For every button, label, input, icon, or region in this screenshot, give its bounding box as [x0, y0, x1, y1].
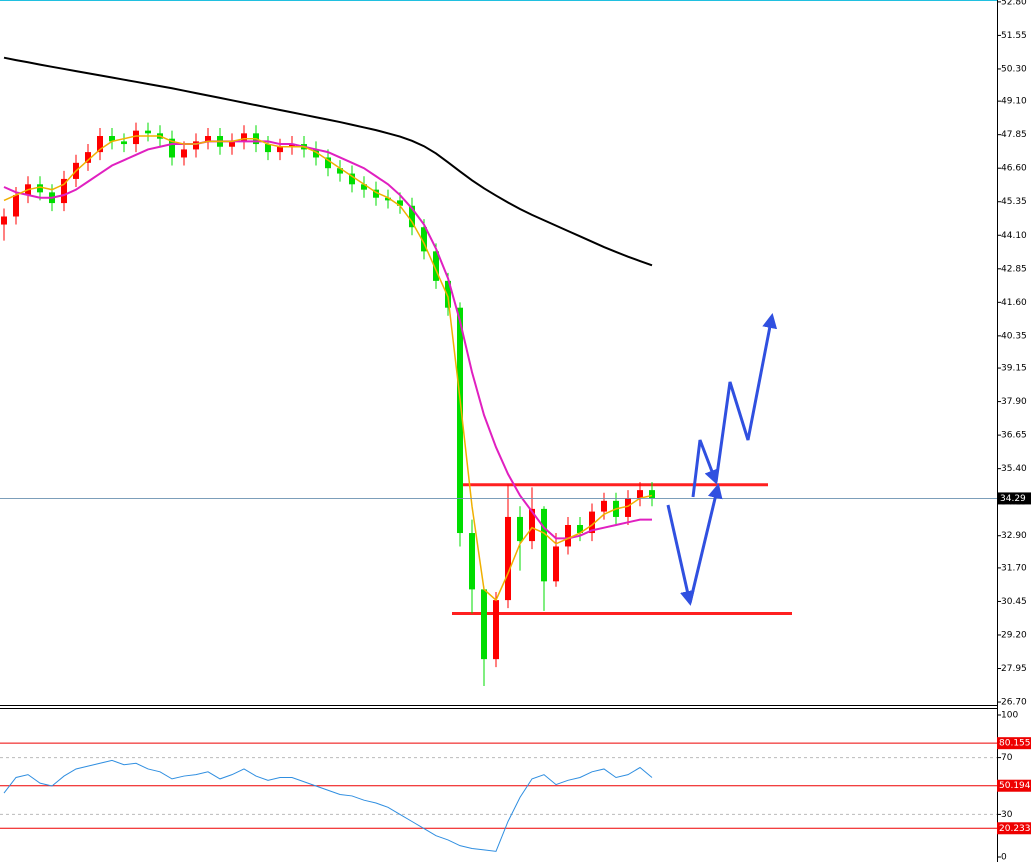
y-tick-label: 26.70	[1001, 698, 1027, 708]
arrow	[691, 439, 719, 498]
candle-body	[37, 184, 43, 193]
current-price-label: 34.29	[1000, 494, 1026, 504]
candle-body	[433, 251, 439, 281]
y-tick-label: 46.60	[1001, 164, 1027, 174]
level-label: 20.233	[999, 824, 1031, 834]
y-tick-label: 50.30	[1001, 64, 1027, 74]
level-label-box	[997, 822, 1031, 835]
y-tick-label: 31.70	[1001, 563, 1027, 573]
indicator-line	[3, 140, 652, 540]
indicator-line	[3, 135, 653, 602]
y-tick-label: 45.35	[1001, 197, 1027, 207]
candle-body	[97, 136, 103, 153]
y-tick-label: 30	[1001, 810, 1013, 820]
candle-body	[385, 197, 391, 201]
price-label-box	[997, 492, 1031, 505]
candle-body	[625, 498, 631, 517]
candle-body	[289, 144, 295, 147]
candle-body	[517, 516, 523, 542]
indicator-line	[3, 759, 653, 852]
y-tick-label: 52.80	[1001, 0, 1027, 7]
arrow	[666, 504, 695, 606]
y-tick-label: 44.10	[1001, 231, 1027, 241]
candle-body	[337, 168, 343, 174]
candle-body	[193, 141, 199, 150]
candle-body	[373, 189, 379, 198]
candle-body	[469, 533, 475, 590]
candle-body	[277, 146, 283, 153]
candle-body	[61, 178, 67, 204]
y-tick-label: 27.95	[1001, 664, 1027, 674]
candle-body	[109, 136, 115, 142]
arrow	[688, 483, 723, 604]
candle-body	[649, 490, 655, 499]
candle-body	[133, 130, 139, 145]
candle-body	[457, 307, 463, 534]
y-tick-label: 41.60	[1001, 298, 1027, 308]
candle-body	[481, 589, 487, 660]
y-tick-label: 32.90	[1001, 531, 1027, 541]
candle-body	[589, 511, 595, 534]
y-tick-label: 36.65	[1001, 431, 1027, 441]
candle-body	[577, 524, 583, 534]
level-label-box	[997, 737, 1031, 750]
candle-body	[169, 138, 175, 158]
y-tick-label: 70	[1001, 753, 1013, 763]
candle-body	[601, 500, 607, 512]
candle-body	[181, 149, 187, 158]
candle-body	[241, 133, 247, 142]
candle-body	[349, 173, 355, 185]
candle-body	[445, 280, 451, 308]
candle-body	[1, 216, 7, 225]
y-tick-label: 39.15	[1001, 364, 1027, 374]
indicator-line	[3, 56, 653, 267]
level-label: 80.155	[999, 739, 1031, 749]
y-tick-label: 29.20	[1001, 630, 1027, 640]
candle-body	[421, 227, 427, 252]
candle-body	[529, 508, 535, 542]
candle-body	[121, 141, 127, 145]
y-tick-label: 40.35	[1001, 331, 1027, 341]
y-tick-label: 100	[1001, 711, 1018, 721]
candle-body	[553, 546, 559, 582]
candle-body	[541, 508, 547, 582]
candle-body	[565, 524, 571, 547]
candle-body	[505, 516, 511, 601]
y-tick-label: 35.40	[1001, 464, 1027, 474]
y-tick-label: 49.10	[1001, 97, 1027, 107]
candle-body	[637, 490, 643, 499]
y-tick-label: 42.85	[1001, 264, 1027, 274]
candle-body	[265, 144, 271, 153]
rsi-panel: 0 30 70 100 80.155 50.194 20.233	[0, 711, 1031, 862]
candle-body	[205, 136, 211, 142]
candle-body	[13, 195, 19, 217]
level-label: 50.194	[999, 781, 1031, 791]
candle-body	[409, 205, 415, 228]
y-tick-label: 51.55	[1001, 31, 1027, 41]
candle-body	[85, 152, 91, 163]
candle-body	[361, 184, 367, 190]
forecast-arrows	[666, 313, 778, 606]
candle-body	[325, 157, 331, 169]
candle-body	[313, 149, 319, 158]
level-label-box	[997, 779, 1031, 792]
candle-body	[145, 130, 151, 134]
price-panel: 52.80 51.55 50.30 49.10 47.85 46.60 45.35 44.10…	[0, 0, 1031, 708]
candle-body	[229, 141, 235, 147]
candle-body	[397, 200, 403, 206]
y-tick-label: 37.90	[1001, 397, 1027, 407]
y-tick-label: 30.45	[1001, 597, 1027, 607]
candle-body	[493, 600, 499, 660]
y-tick-label: 0	[1001, 853, 1007, 862]
y-tick-label: 47.85	[1001, 130, 1027, 140]
arrow	[714, 313, 778, 483]
